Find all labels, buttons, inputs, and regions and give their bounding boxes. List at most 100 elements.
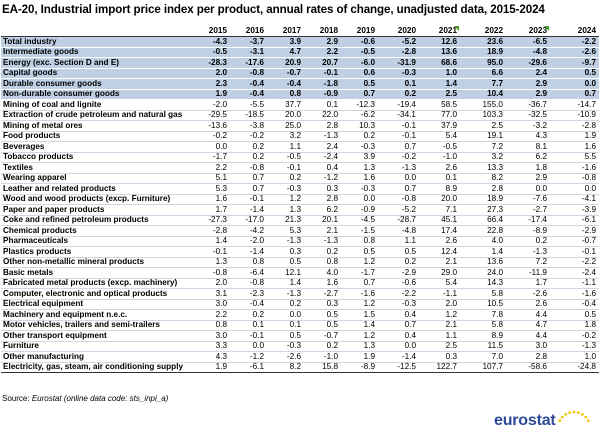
- table-cell: 1.2: [419, 309, 460, 321]
- table-cell: 5.8: [460, 320, 506, 331]
- table-cell: 0.1: [267, 320, 304, 331]
- table-cell: 0.5: [378, 246, 419, 258]
- table-cell: -0.6: [341, 36, 378, 48]
- table-cell: -1.7: [341, 267, 378, 279]
- table-cell: -3.1: [230, 47, 267, 58]
- table-cell: -0.5: [419, 141, 460, 153]
- table-cell: 2.0: [419, 299, 460, 310]
- table-cell: 2.8: [460, 183, 506, 195]
- table-cell: 37.7: [267, 99, 304, 111]
- table-row: Energy (exc. Section D and E) -28.3 -17.6 2…: [1, 57, 599, 69]
- table-cell: -2.6: [550, 47, 599, 58]
- row-label: Other manufacturing: [1, 351, 193, 363]
- table-cell: -4.5: [341, 215, 378, 226]
- table-cell: -0.8: [230, 68, 267, 79]
- flag-icon: [544, 26, 549, 31]
- table-cell: 3.9: [267, 36, 304, 48]
- table-cell: -1.3: [304, 236, 341, 247]
- table-cell: 4.3: [506, 131, 550, 142]
- row-label: Energy (exc. Section D and E): [1, 57, 193, 69]
- table-cell: 1.3: [193, 257, 230, 268]
- table-cell: 2.9: [506, 173, 550, 184]
- table-cell: -14.7: [550, 99, 599, 111]
- table-cell: -1.3: [267, 236, 304, 247]
- table-cell: 0.4: [378, 330, 419, 342]
- table-row: Total industry -4.3 -3.7 3.9 2.9 -0.6 -5.2 12.6…: [1, 36, 599, 48]
- table-cell: 7.8: [460, 309, 506, 321]
- table-row: Wearing apparel 5.1 0.7 0.2 -1.2 1.6 0.0 0.1 8.2…: [1, 173, 599, 184]
- table-cell: 0.8: [304, 257, 341, 268]
- table-cell: 5.4: [419, 131, 460, 142]
- table-cell: 2.6: [419, 236, 460, 247]
- row-label: Mining of metal ores: [1, 120, 193, 132]
- table-row: Computer, electronic and optical product…: [1, 288, 599, 300]
- table-cell: 2.3: [193, 78, 230, 90]
- column-header-2017: 2017: [267, 26, 304, 37]
- table-title: EA-20, Industrial import price index per…: [2, 3, 545, 16]
- row-label: Basic metals: [1, 267, 193, 279]
- logo-star: [584, 415, 588, 419]
- table-cell: -2.6: [267, 351, 304, 363]
- table-cell: -1.1: [550, 278, 599, 289]
- table-cell: 18.9: [460, 194, 506, 205]
- logo-star: [580, 412, 584, 416]
- table-body: Total industry -4.3 -3.7 3.9 2.9 -0.6 -5.2 12.6…: [1, 36, 599, 373]
- table-cell: -29.6: [506, 57, 550, 69]
- table-cell: 0.1: [230, 320, 267, 331]
- table-cell: -1.3: [378, 162, 419, 174]
- table-cell: -2.7: [304, 288, 341, 300]
- table-cell: -2.3: [230, 288, 267, 300]
- table-cell: 2.5: [460, 120, 506, 132]
- table-cell: 7.2: [460, 141, 506, 153]
- table-cell: 2.2: [304, 47, 341, 58]
- table-row: Non-durable consumer goods 1.9 -0.4 0.8 -0.9…: [1, 89, 599, 100]
- table-cell: 1.0: [419, 68, 460, 79]
- table-cell: -1.6: [341, 288, 378, 300]
- table-cell: 1.9: [341, 351, 378, 363]
- table-cell: 0.0: [378, 341, 419, 352]
- row-label: Electrical equipment: [1, 299, 193, 310]
- table-cell: -58.6: [506, 362, 550, 373]
- table-cell: -7.6: [506, 194, 550, 205]
- table-cell: 1.3: [267, 204, 304, 216]
- row-label: Intermediate goods: [1, 47, 193, 58]
- table-cell: 7.7: [460, 78, 506, 90]
- table-cell: 8.2: [460, 173, 506, 184]
- table-cell: -6.4: [230, 267, 267, 279]
- table-cell: 3.1: [193, 288, 230, 300]
- table-cell: -8.9: [506, 225, 550, 237]
- row-label: Chemical products: [1, 225, 193, 237]
- row-label: Furniture: [1, 341, 193, 352]
- table-cell: -0.7: [550, 236, 599, 247]
- table-cell: 1.2: [341, 330, 378, 342]
- column-header-label: 2018: [319, 26, 338, 35]
- table-cell: 3.3: [193, 341, 230, 352]
- table-cell: -0.8: [378, 194, 419, 205]
- table-cell: 0.2: [230, 152, 267, 163]
- table-cell: -1.2: [304, 173, 341, 184]
- table-cell: -0.4: [267, 78, 304, 90]
- table-row: Plastics products -0.1 -1.4 0.3 0.2 0.5 0.5 12.…: [1, 246, 599, 258]
- table-cell: -2.9: [378, 267, 419, 279]
- source-label: Source:: [2, 394, 30, 403]
- table-cell: 0.2: [267, 173, 304, 184]
- table-row: Mining of coal and lignite -2.0 -5.5 37.7 0.…: [1, 99, 599, 111]
- table-cell: -0.3: [378, 299, 419, 310]
- table-cell: 5.5: [550, 152, 599, 163]
- table-cell: 1.7: [193, 204, 230, 216]
- table-cell: 7.1: [419, 204, 460, 216]
- table-row: Chemical products -2.8 -4.2 5.3 2.1 -1.5 -4.8 1…: [1, 225, 599, 237]
- table-row: Pharmaceuticals 1.4 -2.0 -1.3 -1.3 0.8 1.1 2.6 4…: [1, 236, 599, 247]
- table-cell: 1.9: [193, 362, 230, 373]
- table-cell: -0.4: [230, 299, 267, 310]
- row-label: Computer, electronic and optical product…: [1, 288, 193, 300]
- table-cell: -1.4: [230, 246, 267, 258]
- table-cell: -1.3: [304, 131, 341, 142]
- table-cell: -28.3: [193, 57, 230, 69]
- table-cell: -12.5: [378, 362, 419, 373]
- table-cell: 13.3: [460, 162, 506, 174]
- table-row: Leather and related products 5.3 0.7 -0.3 0.…: [1, 183, 599, 195]
- table-cell: 20.1: [304, 215, 341, 226]
- table-cell: 2.1: [419, 320, 460, 331]
- table-cell: -2.8: [550, 120, 599, 132]
